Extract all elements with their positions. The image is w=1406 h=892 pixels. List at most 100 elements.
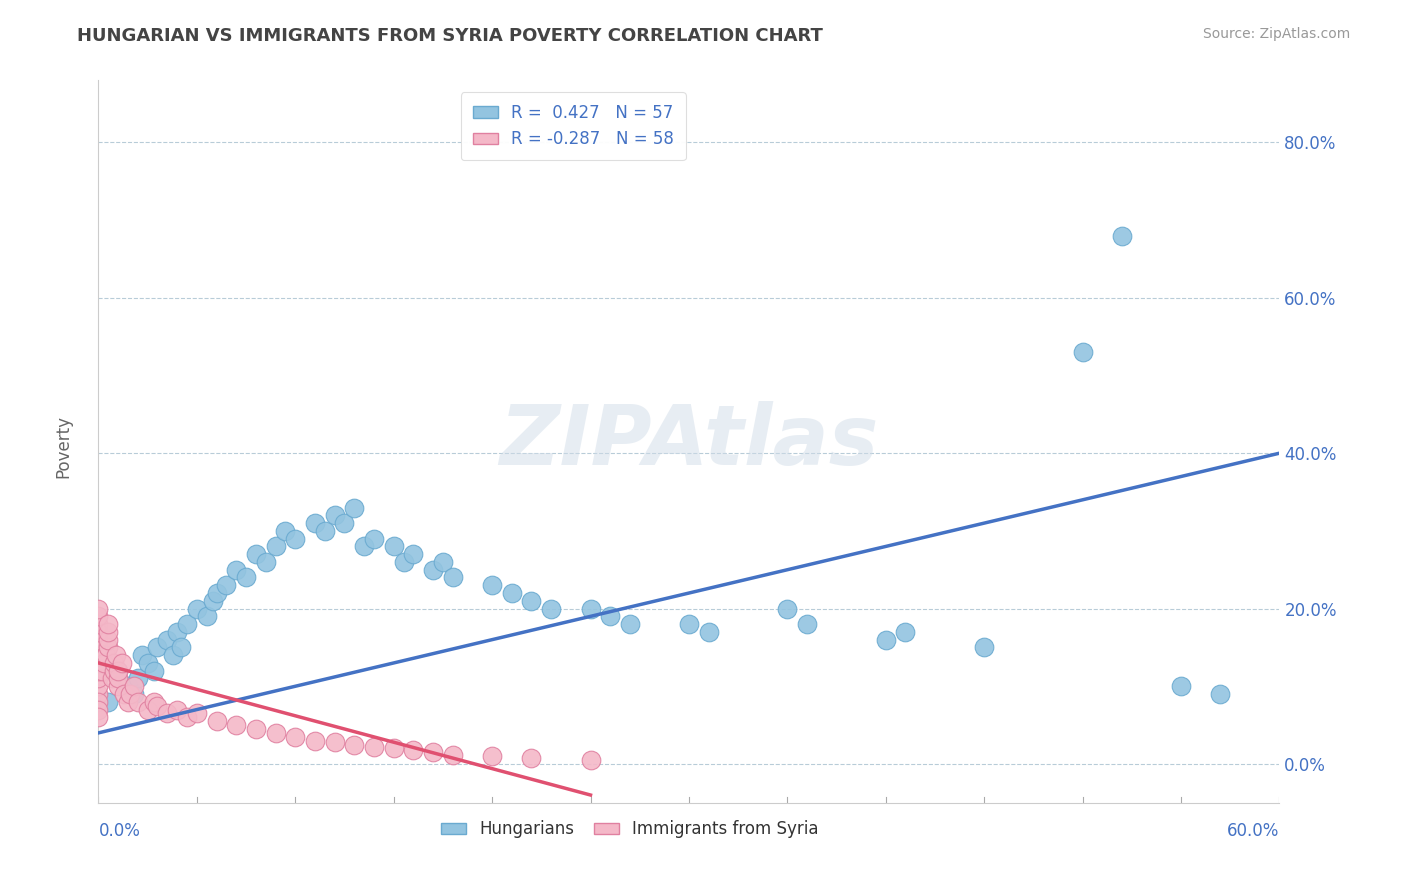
Point: [619, 617, 641, 632]
Point: [205, 714, 228, 729]
Point: [91, 664, 114, 678]
Point: [264, 726, 287, 740]
Point: [323, 735, 346, 749]
Point: [127, 695, 149, 709]
Point: [105, 648, 128, 663]
Point: [142, 664, 165, 678]
Point: [697, 624, 720, 639]
Point: [117, 695, 139, 709]
Point: [254, 555, 277, 569]
Text: HUNGARIAN VS IMMIGRANTS FROM SYRIA POVERTY CORRELATION CHART: HUNGARIAN VS IMMIGRANTS FROM SYRIA POVER…: [77, 27, 823, 45]
Point: [235, 570, 257, 584]
Point: [156, 632, 179, 647]
Point: [136, 702, 159, 716]
Point: [142, 695, 165, 709]
Point: [678, 617, 700, 632]
Point: [215, 578, 238, 592]
Point: [87, 710, 110, 724]
Point: [87, 695, 110, 709]
Point: [87, 702, 110, 716]
Point: [441, 570, 464, 584]
Point: [103, 656, 125, 670]
Point: [87, 664, 110, 678]
Point: [501, 586, 523, 600]
Point: [87, 601, 110, 615]
Point: [166, 702, 188, 716]
Point: [599, 609, 621, 624]
Point: [166, 624, 188, 639]
Point: [136, 656, 159, 670]
Point: [382, 540, 405, 554]
Point: [579, 601, 602, 615]
Point: [186, 601, 208, 615]
Point: [264, 540, 287, 554]
Point: [176, 617, 198, 632]
Point: [540, 601, 562, 615]
Point: [111, 656, 134, 670]
Point: [87, 648, 110, 663]
Point: [122, 679, 145, 693]
Point: [225, 563, 247, 577]
Text: 60.0%: 60.0%: [1227, 822, 1279, 840]
Text: 0.0%: 0.0%: [98, 822, 141, 840]
Point: [520, 750, 543, 764]
Point: [93, 656, 115, 670]
Point: [343, 738, 366, 752]
Point: [353, 540, 375, 554]
Point: [481, 578, 503, 592]
Point: [97, 617, 120, 632]
Point: [112, 687, 135, 701]
Point: [363, 739, 385, 754]
Point: [146, 640, 169, 655]
Point: [176, 710, 198, 724]
Point: [87, 640, 110, 655]
Point: [122, 687, 145, 701]
Point: [776, 601, 799, 615]
Point: [205, 586, 228, 600]
Point: [304, 516, 326, 530]
Point: [101, 672, 124, 686]
Point: [304, 733, 326, 747]
Point: [186, 706, 208, 721]
Point: [87, 617, 110, 632]
Point: [441, 747, 464, 762]
Point: [146, 698, 169, 713]
Point: [402, 743, 425, 757]
Text: Poverty: Poverty: [55, 415, 72, 477]
Point: [87, 609, 110, 624]
Point: [894, 624, 917, 639]
Text: ZIPAtlas: ZIPAtlas: [499, 401, 879, 482]
Point: [432, 555, 454, 569]
Point: [87, 656, 110, 670]
Point: [422, 745, 444, 759]
Point: [382, 741, 405, 756]
Point: [97, 640, 120, 655]
Point: [274, 524, 297, 538]
Point: [343, 500, 366, 515]
Point: [87, 679, 110, 693]
Point: [107, 679, 129, 693]
Point: [87, 672, 110, 686]
Point: [1209, 687, 1232, 701]
Point: [333, 516, 356, 530]
Legend: Hungarians, Immigrants from Syria: Hungarians, Immigrants from Syria: [434, 814, 825, 845]
Point: [97, 624, 120, 639]
Point: [796, 617, 818, 632]
Point: [520, 594, 543, 608]
Point: [323, 508, 346, 523]
Point: [363, 532, 385, 546]
Point: [170, 640, 193, 655]
Point: [131, 648, 153, 663]
Point: [284, 532, 307, 546]
Point: [392, 555, 415, 569]
Point: [103, 664, 125, 678]
Point: [97, 632, 120, 647]
Point: [107, 664, 129, 678]
Point: [87, 632, 110, 647]
Point: [225, 718, 247, 732]
Point: [1111, 228, 1133, 243]
Point: [201, 594, 224, 608]
Point: [117, 679, 139, 693]
Point: [118, 687, 141, 701]
Point: [579, 753, 602, 767]
